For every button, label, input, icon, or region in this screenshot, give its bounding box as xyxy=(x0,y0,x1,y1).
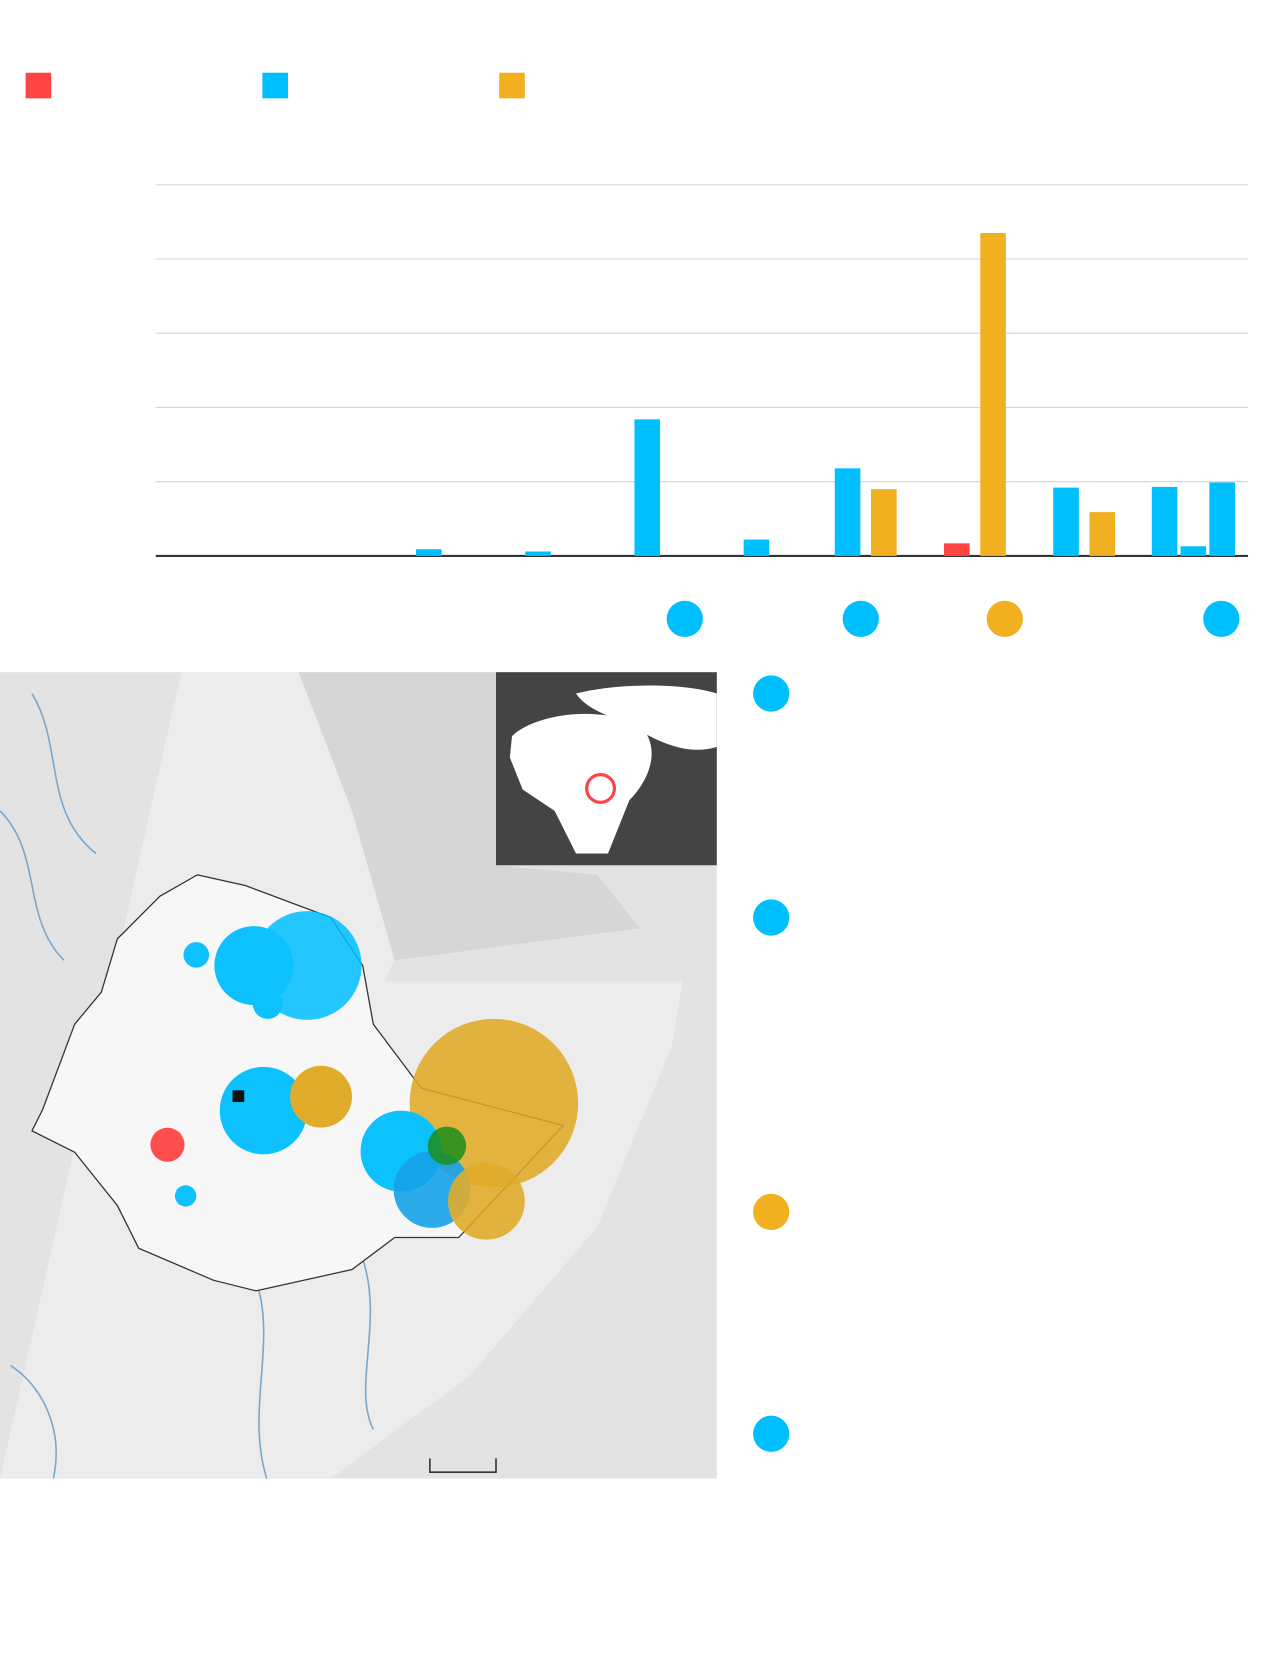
bar xyxy=(634,419,661,556)
legend-swatch xyxy=(499,72,525,99)
bar xyxy=(1053,487,1079,556)
side-markers xyxy=(753,675,790,1452)
bar xyxy=(1180,546,1207,556)
marker xyxy=(986,600,1023,637)
legend-swatch xyxy=(262,72,288,99)
bubble xyxy=(448,1162,525,1240)
bar xyxy=(834,468,861,556)
sea xyxy=(298,672,640,961)
bar xyxy=(871,489,897,556)
marker xyxy=(753,899,790,936)
inset-land xyxy=(509,685,717,854)
bubble xyxy=(219,1066,308,1155)
bar xyxy=(1209,482,1235,556)
bubble xyxy=(183,942,210,968)
bar xyxy=(525,551,551,556)
scale-bar xyxy=(429,1458,497,1473)
marker-row xyxy=(666,600,1240,637)
bar xyxy=(1089,512,1116,556)
bubble xyxy=(290,1065,352,1128)
bar-chart xyxy=(155,184,1248,557)
legend xyxy=(25,72,525,99)
marker xyxy=(666,600,703,637)
map xyxy=(0,672,717,1479)
bubble xyxy=(252,989,283,1019)
bar xyxy=(980,232,1006,556)
marker xyxy=(753,675,790,712)
bar xyxy=(944,543,970,556)
bar xyxy=(743,539,770,556)
legend-swatch xyxy=(25,72,52,99)
marker xyxy=(842,600,879,637)
bubble xyxy=(252,911,362,1020)
bubble xyxy=(427,1126,467,1165)
river xyxy=(0,693,375,1479)
marker xyxy=(753,1193,790,1231)
marker xyxy=(753,1415,790,1452)
bubble xyxy=(174,1185,197,1207)
marker xyxy=(1203,600,1240,637)
inset-marker xyxy=(585,773,616,804)
bar xyxy=(416,549,442,556)
bar xyxy=(1151,486,1178,556)
bubble xyxy=(150,1127,185,1162)
capital xyxy=(232,1090,245,1103)
